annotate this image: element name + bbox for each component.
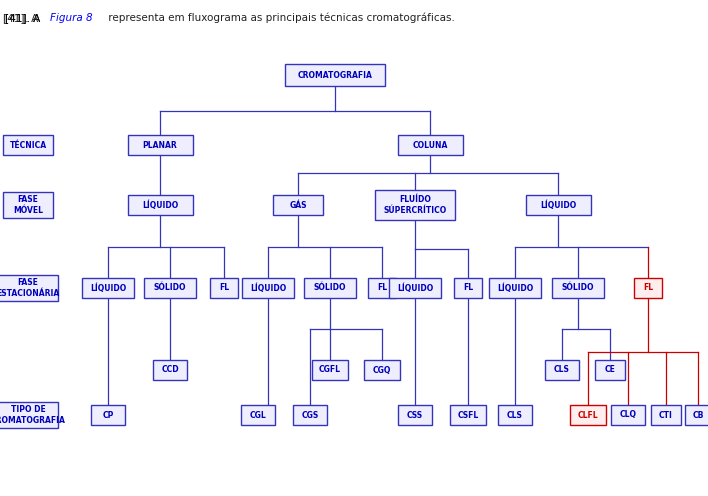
FancyBboxPatch shape [375, 190, 455, 220]
FancyBboxPatch shape [634, 278, 662, 298]
FancyBboxPatch shape [389, 278, 441, 298]
Text: CLS: CLS [507, 411, 523, 420]
Text: Figura 8: Figura 8 [50, 13, 93, 23]
Text: FLUÍDO
SÚPERCRÍTICO: FLUÍDO SÚPERCRÍTICO [383, 195, 447, 215]
FancyBboxPatch shape [82, 278, 134, 298]
FancyBboxPatch shape [91, 405, 125, 425]
Text: CB: CB [692, 411, 704, 420]
Text: COLUNA: COLUNA [412, 140, 447, 149]
Text: LÍQUIDO: LÍQUIDO [250, 283, 286, 293]
Text: SÓLIDO: SÓLIDO [154, 284, 186, 293]
Text: SÓLIDO: SÓLIDO [561, 284, 594, 293]
Text: CP: CP [103, 411, 114, 420]
FancyBboxPatch shape [242, 278, 294, 298]
Text: FL: FL [377, 284, 387, 293]
FancyBboxPatch shape [398, 405, 432, 425]
Text: [41]. A: [41]. A [5, 13, 43, 23]
FancyBboxPatch shape [153, 360, 187, 380]
FancyBboxPatch shape [454, 278, 482, 298]
FancyBboxPatch shape [450, 405, 486, 425]
Text: FL: FL [219, 284, 229, 293]
Text: CLS: CLS [554, 366, 570, 374]
FancyBboxPatch shape [545, 360, 579, 380]
Text: CE: CE [605, 366, 615, 374]
Text: PLANAR: PLANAR [142, 140, 178, 149]
FancyBboxPatch shape [210, 278, 238, 298]
Text: LÍQUIDO: LÍQUIDO [540, 200, 576, 210]
FancyBboxPatch shape [651, 405, 681, 425]
Text: CGS: CGS [302, 411, 319, 420]
Text: FL: FL [463, 284, 473, 293]
FancyBboxPatch shape [144, 278, 196, 298]
Text: [41]. A: [41]. A [3, 13, 42, 23]
FancyBboxPatch shape [0, 275, 58, 301]
Text: CSS: CSS [407, 411, 423, 420]
FancyBboxPatch shape [0, 402, 58, 428]
FancyBboxPatch shape [368, 278, 396, 298]
Text: CGQ: CGQ [373, 366, 392, 374]
FancyBboxPatch shape [304, 278, 356, 298]
FancyBboxPatch shape [293, 405, 327, 425]
FancyBboxPatch shape [3, 192, 53, 218]
Text: CTI: CTI [659, 411, 673, 420]
FancyBboxPatch shape [552, 278, 604, 298]
FancyBboxPatch shape [397, 135, 462, 155]
Text: CGFL: CGFL [319, 366, 341, 374]
Text: LÍQUIDO: LÍQUIDO [497, 283, 533, 293]
Text: CSFL: CSFL [457, 411, 479, 420]
Text: GÁS: GÁS [290, 200, 307, 209]
Text: TÉCNICA: TÉCNICA [9, 140, 47, 149]
FancyBboxPatch shape [595, 360, 625, 380]
FancyBboxPatch shape [570, 405, 606, 425]
Text: CROMATOGRAFIA: CROMATOGRAFIA [297, 70, 372, 79]
Text: CCD: CCD [161, 366, 179, 374]
Text: LÍQUIDO: LÍQUIDO [90, 283, 126, 293]
Text: FL: FL [643, 284, 653, 293]
FancyBboxPatch shape [685, 405, 708, 425]
FancyBboxPatch shape [3, 135, 53, 155]
Text: representa em fluxograma as principais técnicas cromatográficas.: representa em fluxograma as principais t… [105, 13, 455, 23]
Text: FASE
ESTACIONÁRIA: FASE ESTACIONÁRIA [0, 278, 59, 298]
Text: TIPO DE
CROMATOGRAFIA: TIPO DE CROMATOGRAFIA [0, 405, 65, 425]
FancyBboxPatch shape [364, 360, 400, 380]
Text: [41]. A: [41]. A [5, 13, 43, 23]
Text: LÍQUIDO: LÍQUIDO [142, 200, 178, 210]
FancyBboxPatch shape [127, 135, 193, 155]
FancyBboxPatch shape [273, 195, 323, 215]
Text: FASE
MÓVEL: FASE MÓVEL [13, 195, 43, 215]
Text: SÓLIDO: SÓLIDO [314, 284, 346, 293]
FancyBboxPatch shape [525, 195, 590, 215]
Text: CLFL: CLFL [578, 411, 598, 420]
FancyBboxPatch shape [611, 405, 645, 425]
Text: CLQ: CLQ [620, 411, 636, 420]
Text: LÍQUIDO: LÍQUIDO [397, 283, 433, 293]
FancyBboxPatch shape [285, 64, 385, 86]
FancyBboxPatch shape [489, 278, 541, 298]
FancyBboxPatch shape [127, 195, 193, 215]
FancyBboxPatch shape [241, 405, 275, 425]
FancyBboxPatch shape [312, 360, 348, 380]
Text: CGL: CGL [250, 411, 266, 420]
FancyBboxPatch shape [498, 405, 532, 425]
